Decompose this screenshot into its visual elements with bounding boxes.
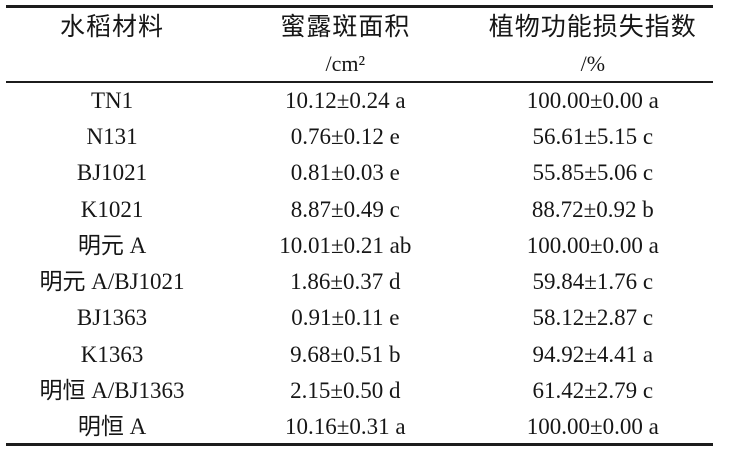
loss-index-cell: 100.00±0.00 a: [526, 88, 659, 114]
loss-index-cell: 88.72±0.92 b: [531, 196, 654, 222]
table-row: K1021 8.87±0.49 c 88.72±0.92 b: [6, 191, 713, 227]
rice-material-cell: BJ1363: [76, 305, 148, 331]
loss-index-cell: 58.12±2.87 c: [532, 305, 654, 331]
table-row: K1363 9.68±0.51 b 94.92±4.41 a: [6, 336, 713, 372]
rice-material-cell: BJ1021: [76, 160, 148, 186]
honeydew-area-cell: 0.81±0.03 e: [290, 160, 400, 186]
rice-material-cell: 明恒 A/BJ1363: [39, 378, 185, 404]
header-loss-index: 植物功能损失指数 /%: [472, 6, 713, 83]
rice-material-cell: 明元 A/BJ1021: [39, 269, 185, 295]
honeydew-area-cell: 10.16±0.31 a: [285, 413, 406, 439]
rice-material-cell: TN1: [90, 88, 134, 114]
header-loss-index-label: 植物功能损失指数: [488, 13, 697, 41]
table-header: 水稻材料 蜜露斑面积 /cm² 植物功能损失指数 /%: [6, 6, 713, 83]
honeydew-area-cell: 2.15±0.50 d: [290, 378, 401, 404]
header-loss-index-unit: /%: [580, 50, 606, 76]
rice-material-cell: N131: [86, 123, 138, 149]
table-row: 明恒 A 10.16±0.31 a 100.00±0.00 a: [6, 409, 713, 445]
honeydew-area-cell: 8.87±0.49 c: [290, 196, 400, 222]
honeydew-area-cell: 10.01±0.21 ab: [279, 232, 412, 258]
loss-index-cell: 56.61±5.15 c: [532, 123, 654, 149]
loss-index-cell: 55.85±5.06 c: [532, 160, 654, 186]
header-honeydew-area: 蜜露斑面积 /cm²: [218, 6, 473, 83]
table-row: TN1 10.12±0.24 a 100.00±0.00 a: [6, 82, 713, 118]
honeydew-area-cell: 9.68±0.51 b: [290, 341, 401, 367]
loss-index-cell: 59.84±1.76 c: [532, 269, 654, 295]
table-row: 明元 A 10.01±0.21 ab 100.00±0.00 a: [6, 227, 713, 263]
rice-material-cell: K1021: [80, 196, 144, 222]
table-row: 明恒 A/BJ1363 2.15±0.50 d 61.42±2.79 c: [6, 372, 713, 408]
loss-index-cell: 100.00±0.00 a: [526, 413, 659, 439]
header-rice-material: 水稻材料: [6, 6, 219, 83]
table-row: BJ1363 0.91±0.11 e 58.12±2.87 c: [6, 300, 713, 336]
table-row: BJ1021 0.81±0.03 e 55.85±5.06 c: [6, 155, 713, 191]
table-body: TN1 10.12±0.24 a 100.00±0.00 a N131 0.76±0.1…: [6, 82, 713, 445]
rice-material-cell: 明元 A: [77, 232, 147, 258]
header-row: 水稻材料 蜜露斑面积 /cm² 植物功能损失指数 /%: [6, 6, 713, 83]
header-honeydew-area-label: 蜜露斑面积: [280, 13, 411, 41]
rice-material-cell: 明恒 A: [77, 413, 147, 439]
table-row: N131 0.76±0.12 e 56.61±5.15 c: [6, 118, 713, 154]
rice-materials-table: 水稻材料 蜜露斑面积 /cm² 植物功能损失指数 /% TN1 10.12±0.2…: [6, 5, 713, 447]
loss-index-cell: 94.92±4.41 a: [532, 341, 654, 367]
header-rice-material-unit: [6, 46, 218, 81]
table-row: 明元 A/BJ1021 1.86±0.37 d 59.84±1.76 c: [6, 263, 713, 299]
loss-index-cell: 100.00±0.00 a: [526, 232, 659, 258]
honeydew-area-cell: 0.76±0.12 e: [290, 123, 400, 149]
header-honeydew-area-unit: /cm²: [325, 50, 366, 76]
honeydew-area-cell: 10.12±0.24 a: [285, 88, 406, 114]
loss-index-cell: 61.42±2.79 c: [532, 378, 654, 404]
rice-material-cell: K1363: [80, 341, 144, 367]
honeydew-area-cell: 1.86±0.37 d: [290, 269, 401, 295]
header-rice-material-label: 水稻材料: [60, 13, 165, 41]
honeydew-area-cell: 0.91±0.11 e: [291, 305, 400, 331]
